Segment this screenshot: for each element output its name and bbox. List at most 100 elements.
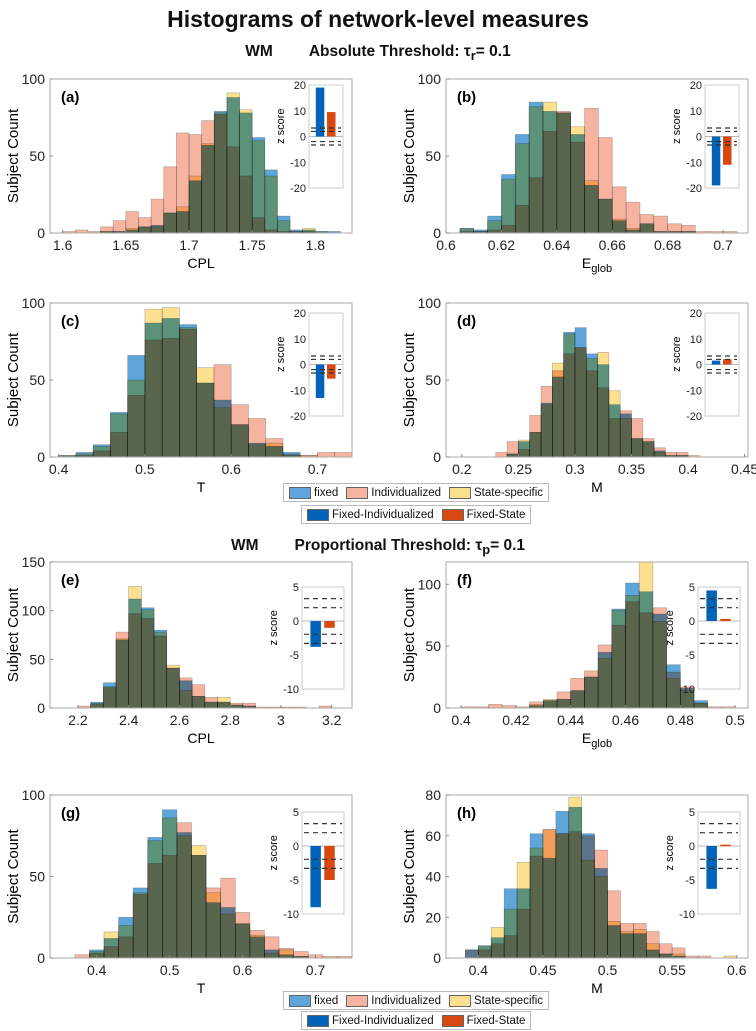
x-axis-label-main: E — [582, 255, 591, 271]
inset-y-tick-label: 20 — [294, 308, 306, 320]
bar-state-specific — [556, 699, 571, 709]
y-tick-label: 0 — [37, 950, 45, 966]
x-tick-label: 0.5 — [160, 962, 180, 978]
bar-state-specific — [132, 892, 149, 959]
panel-label: (a) — [61, 89, 79, 106]
inset-y-tick-label: -10 — [686, 385, 702, 397]
bar-state-specific — [516, 861, 531, 959]
legend-swatch — [289, 486, 311, 499]
bar-state-specific — [230, 424, 249, 458]
inset-y-axis-label: z score — [268, 835, 280, 870]
inset-y-axis-label: z score — [671, 108, 683, 143]
inset-y-tick-label: 5 — [293, 807, 299, 819]
bar-state-specific — [671, 953, 686, 959]
inset-box — [301, 586, 345, 690]
bar-state-specific — [213, 112, 228, 234]
y-tick-label: 0 — [433, 225, 441, 241]
bar-state-specific — [528, 106, 544, 234]
legend-item-individualized: Individualized — [346, 486, 441, 499]
bar-state-specific — [196, 367, 215, 458]
x-axis-label-main: E — [582, 730, 591, 746]
bar-state-specific — [125, 228, 139, 234]
inset-y-tick-label: 10 — [690, 106, 702, 118]
legend-swatch — [346, 486, 369, 499]
zbar-fixed-state — [723, 136, 732, 165]
x-tick-label: 1.8 — [306, 237, 326, 253]
bar-individualized — [465, 949, 479, 959]
bar-state-specific — [191, 845, 207, 959]
zbar-fixed-state — [720, 618, 731, 621]
x-axis-label-main: CPL — [187, 255, 214, 271]
legend-label: State-specific — [473, 994, 544, 1007]
legend-label: Individualized — [371, 486, 441, 499]
x-axis-label: CPL — [187, 730, 214, 746]
bar-state-specific — [518, 439, 531, 458]
panel-label: (g) — [61, 805, 80, 822]
x-tick-label: 2.8 — [220, 712, 240, 728]
threshold-sub: r — [470, 48, 476, 64]
threshold-sub: p — [482, 542, 491, 558]
zbar-fixed-individualized — [706, 590, 717, 621]
y-axis-label: Subject Count — [5, 332, 22, 427]
inset-y-tick-label: 20 — [294, 80, 306, 92]
x-tick-label: 1.7 — [179, 237, 199, 253]
inset-y-tick-label: -5 — [685, 875, 695, 887]
y-tick-label: 80 — [425, 787, 441, 803]
inset-y-tick-label: 10 — [294, 106, 306, 118]
y-tick-label: 100 — [418, 576, 442, 592]
bar-state-specific — [264, 175, 278, 234]
y-tick-label: 50 — [425, 148, 441, 164]
legend-swatch — [307, 1014, 329, 1027]
bar-state-specific — [226, 92, 240, 234]
y-axis-label: Subject Count — [5, 829, 22, 924]
zbar-fixed-state — [327, 364, 336, 379]
threshold-value: = 0.1 — [475, 43, 511, 60]
bar-state-specific — [608, 390, 621, 458]
legend-swatch — [346, 994, 369, 1007]
y-tick-label: 100 — [22, 603, 46, 619]
inset-y-tick-label: 10 — [294, 334, 306, 346]
panel-label: (b) — [457, 89, 476, 106]
section-threshold: Proportional Threshold: τp= 0.1 — [295, 537, 526, 557]
bar-state-specific — [179, 690, 193, 709]
bar-state-specific — [529, 432, 542, 458]
x-tick-label: 0.45 — [731, 461, 756, 477]
y-axis-label: Subject Count — [5, 587, 22, 682]
bar-state-specific — [204, 701, 218, 709]
x-tick-label: 0.62 — [488, 237, 515, 253]
bar-state-specific — [631, 438, 644, 458]
inset-y-axis-label: z score — [664, 835, 676, 870]
x-tick-label: 0.66 — [599, 237, 626, 253]
bar-state-specific — [658, 953, 673, 959]
bar-state-specific — [501, 178, 516, 234]
inset-y-tick-label: 0 — [300, 132, 306, 144]
y-tick-label: 50 — [29, 148, 45, 164]
legend-item-fixed: fixed — [289, 994, 338, 1007]
bars — [495, 327, 700, 458]
bar-state-specific — [568, 796, 582, 959]
inset-y-axis-label: z score — [275, 108, 287, 143]
x-tick-label: 1.65 — [112, 237, 139, 253]
inset-y-tick-label: 0 — [689, 841, 695, 853]
zscore-inset: 20 10 0 -10 -20 z score — [671, 80, 740, 195]
x-axis-label: Eglob — [582, 255, 612, 275]
bar-state-specific — [529, 847, 544, 959]
bar-individualized — [317, 452, 336, 458]
bar-individualized — [334, 452, 353, 458]
zscore-inset: 5 0 -5 -10 z score — [664, 582, 741, 696]
figure-title: Histograms of network-level measures — [167, 6, 589, 32]
x-tick-label: 0.6 — [233, 962, 253, 978]
bar-state-specific — [633, 929, 647, 959]
x-tick-label: 0.4 — [49, 461, 69, 477]
bar-individualized — [112, 220, 127, 234]
bar-state-specific — [556, 112, 571, 234]
inset-y-tick-label: 5 — [293, 582, 299, 594]
zbar-fixed-individualized — [315, 364, 325, 398]
legend-label: State-specific — [473, 486, 544, 499]
bar-state-specific — [150, 226, 165, 234]
y-tick-label: 40 — [425, 869, 441, 885]
legend-swatch — [441, 1014, 464, 1027]
